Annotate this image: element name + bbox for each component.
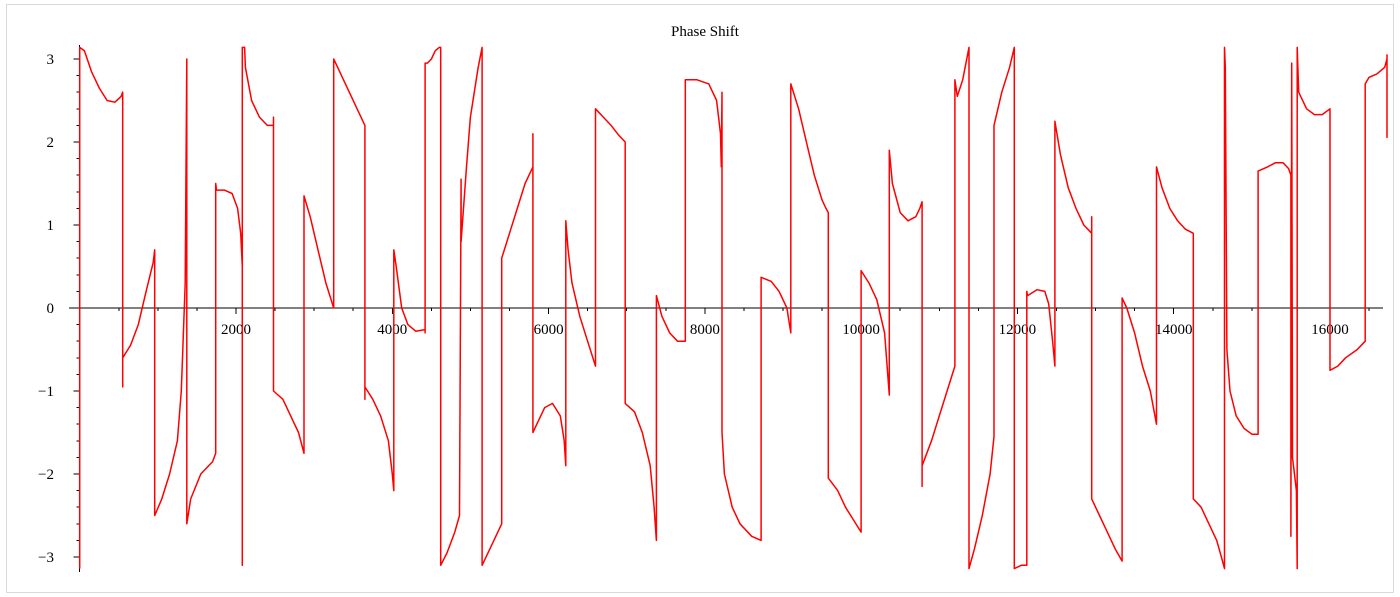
chart-title: Phase Shift [671, 24, 740, 40]
y-tick-label: −2 [38, 467, 54, 483]
x-axis-ticks: 2000 4000 6000 8000 10000 12000 14000 16000 [118, 308, 1370, 338]
y-tick-label: 1 [47, 218, 55, 234]
series-group [78, 46, 1388, 570]
x-tick-label: 4000 [377, 322, 407, 338]
phase-shift-series-line [78, 46, 1388, 570]
x-tick-label: 8000 [690, 322, 720, 338]
x-tick-label: 12000 [999, 322, 1037, 338]
y-axis-ticks: 3 2 1 0 −1 −2 −3 [38, 52, 80, 566]
y-tick-label: 0 [47, 301, 55, 317]
chart-frame: Phase Shift 3 2 1 0 −1 −2 −3 2000 4000 6000 8000 1… [6, 4, 1394, 593]
x-tick-label: 2000 [221, 322, 251, 338]
x-tick-label: 6000 [534, 322, 564, 338]
y-tick-label: 2 [47, 135, 55, 151]
y-tick-label: −3 [38, 550, 54, 566]
phase-shift-chart: Phase Shift 3 2 1 0 −1 −2 −3 2000 4000 6000 8000 1… [38, 24, 1388, 572]
x-tick-label: 14000 [1155, 322, 1193, 338]
y-tick-label: −1 [38, 384, 54, 400]
y-tick-label: 3 [47, 52, 55, 68]
